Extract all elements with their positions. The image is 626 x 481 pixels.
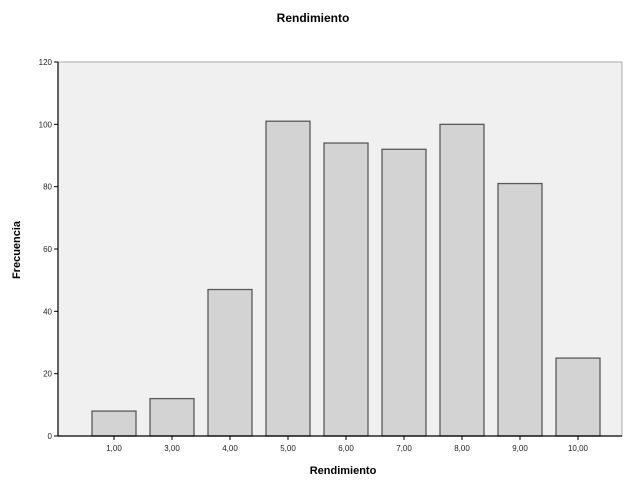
bar — [497, 182, 543, 437]
bar — [91, 410, 137, 437]
x-tick-label: 7,00 — [396, 444, 412, 453]
bar — [207, 288, 253, 437]
x-axis-title: Rendimiento — [310, 465, 377, 477]
y-tick-label: 0 — [48, 432, 53, 441]
x-tick-label: 9,00 — [512, 444, 528, 453]
y-tick-label: 60 — [43, 245, 52, 254]
bar — [555, 357, 601, 437]
bar — [381, 148, 427, 437]
y-tick-label: 80 — [43, 183, 52, 192]
x-tick-label: 8,00 — [454, 444, 470, 453]
x-axis-ticks: 1,00 3,00 4,00 5,00 6,00 7,00 8,00 9,00 10,00 — [106, 436, 589, 453]
y-tick-label: 100 — [39, 120, 53, 129]
bars — [91, 120, 601, 437]
x-tick-label: 3,00 — [164, 444, 180, 453]
bar — [439, 123, 485, 437]
y-tick-label: 120 — [39, 58, 53, 67]
y-axis-ticks: 0 20 40 60 80 100 120 — [39, 58, 58, 441]
bar — [149, 397, 195, 437]
y-tick-label: 40 — [43, 307, 52, 316]
chart-title: Rendimiento — [277, 11, 350, 25]
bar — [265, 120, 311, 437]
x-tick-label: 1,00 — [106, 444, 122, 453]
x-tick-label: 6,00 — [338, 444, 354, 453]
x-tick-label: 10,00 — [568, 444, 589, 453]
bar — [323, 142, 369, 437]
x-tick-label: 5,00 — [280, 444, 296, 453]
y-tick-label: 20 — [43, 370, 52, 379]
y-axis-title: Frecuencia — [11, 220, 23, 279]
x-tick-label: 4,00 — [222, 444, 238, 453]
